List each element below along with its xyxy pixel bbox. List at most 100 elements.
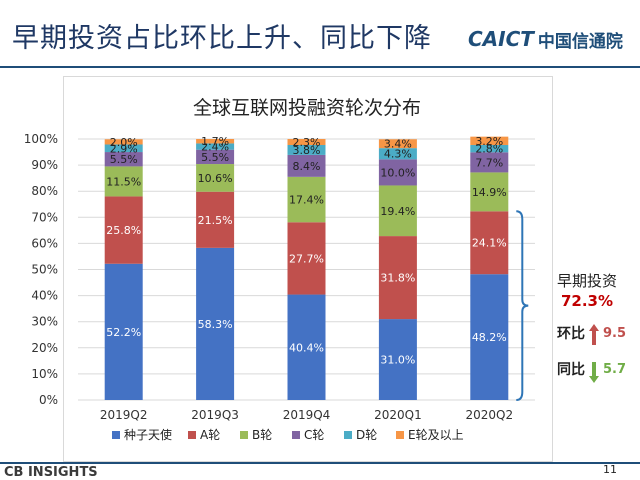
legend-label: C轮 — [304, 428, 324, 442]
bar-segment-4 — [470, 152, 509, 173]
y-tick-label: 30% — [31, 315, 58, 329]
data-label: 2.8% — [475, 143, 503, 156]
legend-label: B轮 — [252, 428, 272, 442]
data-label: 3.2% — [475, 135, 503, 148]
bar-segment-1 — [196, 247, 235, 400]
data-label: 3.4% — [384, 138, 412, 151]
data-label: 40.4% — [289, 341, 324, 354]
legend-label: 种子天使 — [124, 427, 172, 442]
slide-title: 早期投资占比环比上升、同比下降 — [12, 23, 432, 54]
bar-segment-2 — [470, 211, 509, 275]
annotation-label: 早期投资 — [557, 272, 617, 290]
legend-swatch — [240, 431, 248, 439]
bar-segment-5 — [196, 143, 235, 150]
chart-title: 全球互联网投融资轮次分布 — [193, 97, 421, 119]
data-label: 2.3% — [293, 136, 321, 149]
bar-segment-3 — [287, 176, 326, 223]
title-divider — [0, 66, 640, 68]
legend-swatch — [112, 431, 120, 439]
data-label: 3.8% — [293, 144, 321, 157]
bar-segment-3 — [196, 164, 235, 192]
bar-segment-6 — [104, 139, 143, 145]
y-tick-label: 80% — [31, 184, 58, 198]
bar-segment-5 — [470, 145, 509, 153]
data-label: 2.0% — [110, 136, 138, 149]
x-tick-label: 2020Q2 — [465, 408, 513, 422]
legend-label: D轮 — [356, 428, 377, 442]
early-stage-bracket — [516, 210, 529, 401]
x-tick-label: 2019Q3 — [191, 408, 239, 422]
bar-segment-1 — [104, 263, 143, 400]
data-label: 21.5% — [198, 214, 233, 227]
data-label: 58.3% — [198, 318, 233, 331]
data-label: 19.4% — [380, 205, 415, 218]
bar-segment-1 — [470, 274, 509, 400]
bar-segment-4 — [196, 149, 235, 165]
qoq-value: 9.5 — [603, 326, 626, 341]
footer-divider — [0, 462, 640, 464]
yoy-label: 同比 — [557, 361, 585, 378]
x-tick-label: 2020Q1 — [374, 408, 422, 422]
bar-segment-6 — [196, 139, 235, 144]
y-tick-label: 40% — [31, 289, 58, 303]
cb-insights-logo: CB INSIGHTS — [4, 464, 98, 480]
bar-segment-6 — [470, 136, 509, 146]
bar-segment-1 — [378, 319, 417, 400]
bar-segment-4 — [287, 154, 326, 177]
data-label: 14.9% — [472, 186, 507, 199]
legend-swatch — [188, 431, 196, 439]
bar-segment-5 — [104, 144, 143, 153]
bar-segment-5 — [378, 148, 417, 160]
legend-swatch — [396, 431, 404, 439]
bar-segment-6 — [378, 139, 417, 149]
bar-segment-4 — [104, 152, 143, 167]
up-arrow-icon — [589, 324, 599, 345]
data-label: 8.4% — [293, 160, 321, 173]
data-label: 5.5% — [201, 151, 229, 164]
bar-segment-2 — [196, 191, 235, 248]
legend-swatch — [344, 431, 352, 439]
data-label: 5.5% — [110, 153, 138, 166]
data-label: 7.7% — [475, 156, 503, 169]
x-tick-label: 2019Q4 — [283, 408, 331, 422]
x-tick-label: 2019Q2 — [100, 408, 148, 422]
bar-segment-6 — [287, 139, 326, 146]
legend-label: A轮 — [200, 428, 220, 442]
data-label: 2.4% — [201, 141, 229, 154]
y-tick-label: 0% — [39, 393, 58, 407]
data-label: 2.9% — [110, 142, 138, 155]
caict-logo: CAICT 中国信通院 — [468, 26, 623, 52]
bar-segment-4 — [378, 159, 417, 186]
page-number: 11 — [603, 463, 617, 476]
data-label: 4.3% — [384, 148, 412, 161]
data-label: 10.6% — [198, 172, 233, 185]
data-label: 48.2% — [472, 331, 507, 344]
down-arrow-icon — [589, 362, 599, 383]
y-tick-label: 90% — [31, 158, 58, 172]
y-tick-label: 10% — [31, 367, 58, 381]
legend-label: E轮及以上 — [408, 428, 464, 442]
data-label: 24.1% — [472, 237, 507, 250]
data-label: 11.5% — [106, 175, 141, 188]
bar-segment-2 — [378, 236, 417, 320]
y-tick-label: 20% — [31, 341, 58, 355]
bar-segment-3 — [104, 166, 143, 197]
caict-logo-text: CAICT — [468, 27, 534, 51]
cb-insights-text: CB INSIGHTS — [4, 464, 98, 480]
data-label: 17.4% — [289, 194, 324, 207]
legend-swatch — [292, 431, 300, 439]
qoq-label: 环比 — [557, 325, 585, 342]
y-tick-label: 50% — [31, 263, 58, 277]
bar-segment-5 — [287, 145, 326, 155]
yoy-value: 5.7 — [603, 362, 626, 377]
data-label: 25.8% — [106, 224, 141, 237]
data-label: 10.0% — [380, 166, 415, 179]
caict-logo-cn: 中国信通院 — [537, 31, 623, 52]
data-label: 52.2% — [106, 326, 141, 339]
y-tick-label: 100% — [24, 132, 58, 146]
bar-segment-3 — [470, 172, 509, 212]
bar-segment-2 — [104, 196, 143, 264]
data-label: 27.7% — [289, 252, 324, 265]
annotation-value: 72.3% — [561, 292, 613, 310]
